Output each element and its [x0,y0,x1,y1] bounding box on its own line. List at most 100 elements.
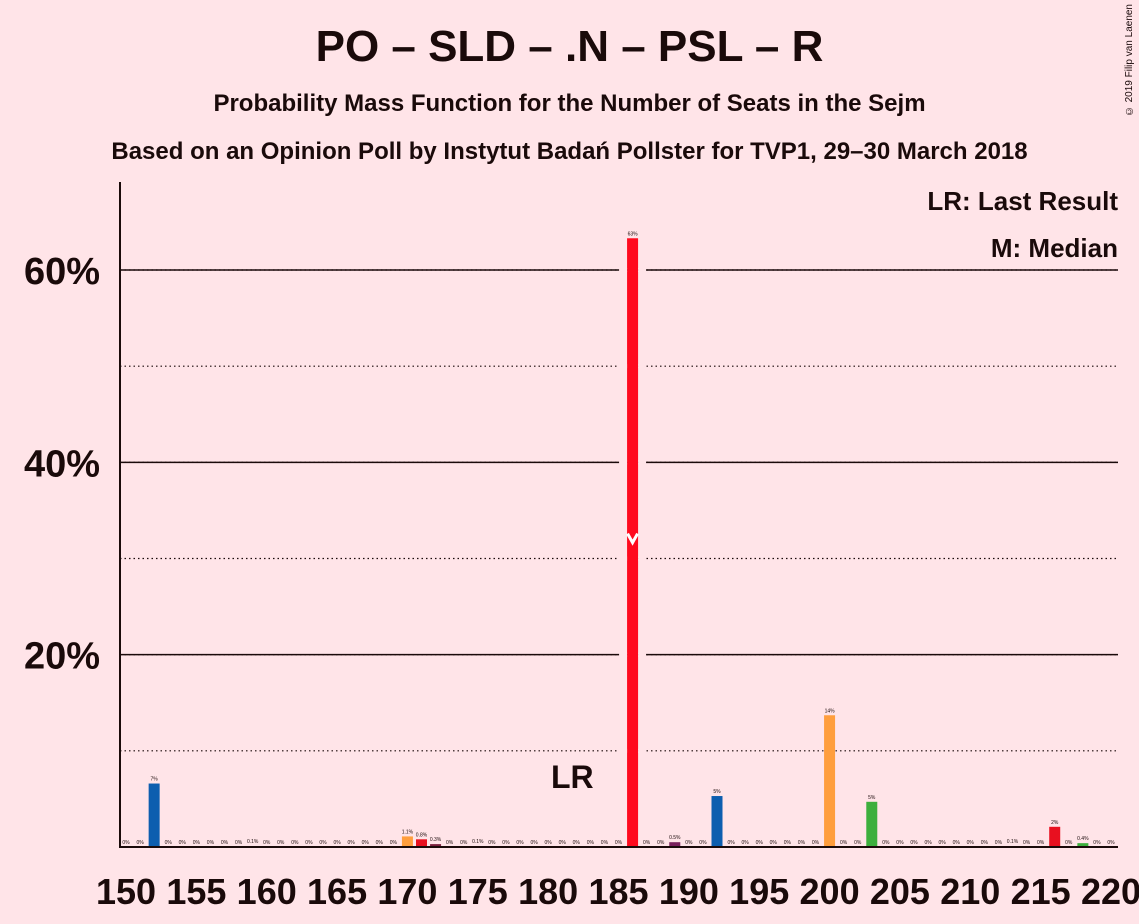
y-tick-label: 20% [24,636,100,678]
bar-label-seat-177: 0% [502,840,510,846]
bar-label-seat-194: 0% [742,840,750,846]
bar-label-seat-182: 0% [573,840,581,846]
last-result-label: LR [551,759,594,795]
bar-label-seat-170: 1.1% [402,829,414,835]
bar-label-seat-215: 0% [1037,840,1045,846]
bar-label-seat-196: 0% [770,840,778,846]
bar-label-seat-164: 0% [319,840,327,846]
bar-label-seat-199: 0% [812,840,820,846]
bar-label-seat-172: 0.3% [430,837,442,843]
bar-label-seat-218: 0.4% [1077,836,1089,842]
median-gap [638,364,647,369]
bar-label-seat-197: 0% [784,840,792,846]
x-tick-label: 175 [448,871,508,912]
bar-label-seat-189: 0.5% [669,835,681,841]
median-gap [638,652,647,657]
bar-label-seat-198: 0% [798,840,806,846]
bar-label-seat-205: 0% [896,840,904,846]
bar-label-seat-188: 0% [657,840,665,846]
bar-label-seat-178: 0% [516,840,524,846]
bar-label-seat-211: 0% [981,840,989,846]
legend-last-result: LR: Last Result [927,186,1118,216]
y-tick-label: 40% [24,443,100,485]
median-gap [619,268,628,272]
bar-label-seat-216: 2% [1051,820,1059,826]
bar-seat-170 [401,836,413,847]
bar-label-seat-159: 0.1% [247,839,259,845]
x-tick-label: 220 [1081,871,1139,912]
bar-label-seat-167: 0% [362,840,370,846]
bar-seat-203 [866,801,878,847]
bar-label-seat-175: 0.1% [472,839,484,845]
bar-label-seat-155: 0% [193,840,201,846]
bar-seat-200 [824,715,836,847]
bar-label-seat-220: 0% [1107,840,1115,846]
bar-label-seat-180: 0% [545,840,553,846]
x-tick-label: 190 [659,871,719,912]
bar-label-seat-176: 0% [488,840,496,846]
grid-lines [120,269,1118,752]
x-tick-label: 150 [96,871,156,912]
bar-label-seat-208: 0% [939,840,947,846]
median-gap [619,364,628,369]
bar-label-seat-156: 0% [207,840,215,846]
bar-label-seat-179: 0% [530,840,538,846]
bar-label-seat-217: 0% [1065,840,1073,846]
bar-label-seat-209: 0% [953,840,961,846]
bar-label-seat-162: 0% [291,840,299,846]
bar-label-seat-165: 0% [333,840,341,846]
bar-label-seat-203: 5% [868,795,876,801]
bar-seat-218 [1077,843,1089,847]
median-gap [619,460,628,465]
bar-label-seat-187: 0% [643,840,651,846]
axes-group: 20% 40% 60% 150 155 160 165 170 175 180 185 190 195 2… [24,182,1139,912]
bar-label-seat-202: 0% [854,840,862,846]
x-tick-label: 180 [518,871,578,912]
bar-seat-172 [430,844,442,847]
bar-seat-152 [148,783,160,847]
bar-label-seat-168: 0% [376,840,384,846]
median-gap [638,748,647,753]
bar-label-seat-201: 0% [840,840,848,846]
bar-label-seat-213: 0.1% [1007,839,1019,845]
x-tick-label: 155 [166,871,226,912]
bar-label-seat-185: 0% [615,840,623,846]
bars-group [148,238,1089,847]
bar-label-seat-153: 0% [165,840,173,846]
bar-label-seat-219: 0% [1093,840,1101,846]
x-tick-label: 210 [940,871,1000,912]
bar-label-seat-183: 0% [587,840,595,846]
chart-source: Based on an Opinion Poll by Instytut Bad… [111,138,1028,165]
bar-label-seat-190: 0% [685,840,693,846]
median-gap [619,556,628,561]
chart-subtitle: Probability Mass Function for the Number… [213,90,926,117]
bar-seat-192 [711,796,723,847]
bar-label-seat-204: 0% [882,840,890,846]
x-tick-label: 215 [1011,871,1071,912]
bar-label-seat-169: 0% [390,840,398,846]
bar-label-seat-154: 0% [179,840,187,846]
x-tick-label: 185 [588,871,648,912]
bar-seat-189 [669,842,681,847]
legend-median: M: Median [991,233,1118,263]
bar-label-seat-186: 63% [628,231,639,237]
bar-label-seat-163: 0% [305,840,313,846]
bar-label-seat-173: 0% [446,840,454,846]
bar-label-seat-151: 0% [136,840,144,846]
bar-label-seat-207: 0% [924,840,932,846]
bar-label-seat-212: 0% [995,840,1003,846]
x-tick-label: 165 [307,871,367,912]
bar-label-seat-206: 0% [910,840,918,846]
chart-title: PO – SLD – .N – PSL – R [315,22,824,71]
x-tick-label: 170 [377,871,437,912]
bar-label-seat-210: 0% [967,840,975,846]
bar-label-seat-191: 0% [699,840,707,846]
bar-label-seat-193: 0% [727,840,735,846]
bar-label-seat-160: 0% [263,840,271,846]
x-tick-label: 205 [870,871,930,912]
median-gap [619,652,628,657]
x-tick-label: 160 [237,871,297,912]
bar-label-seat-192: 5% [713,789,721,795]
bar-label-seat-171: 0.8% [416,832,428,838]
